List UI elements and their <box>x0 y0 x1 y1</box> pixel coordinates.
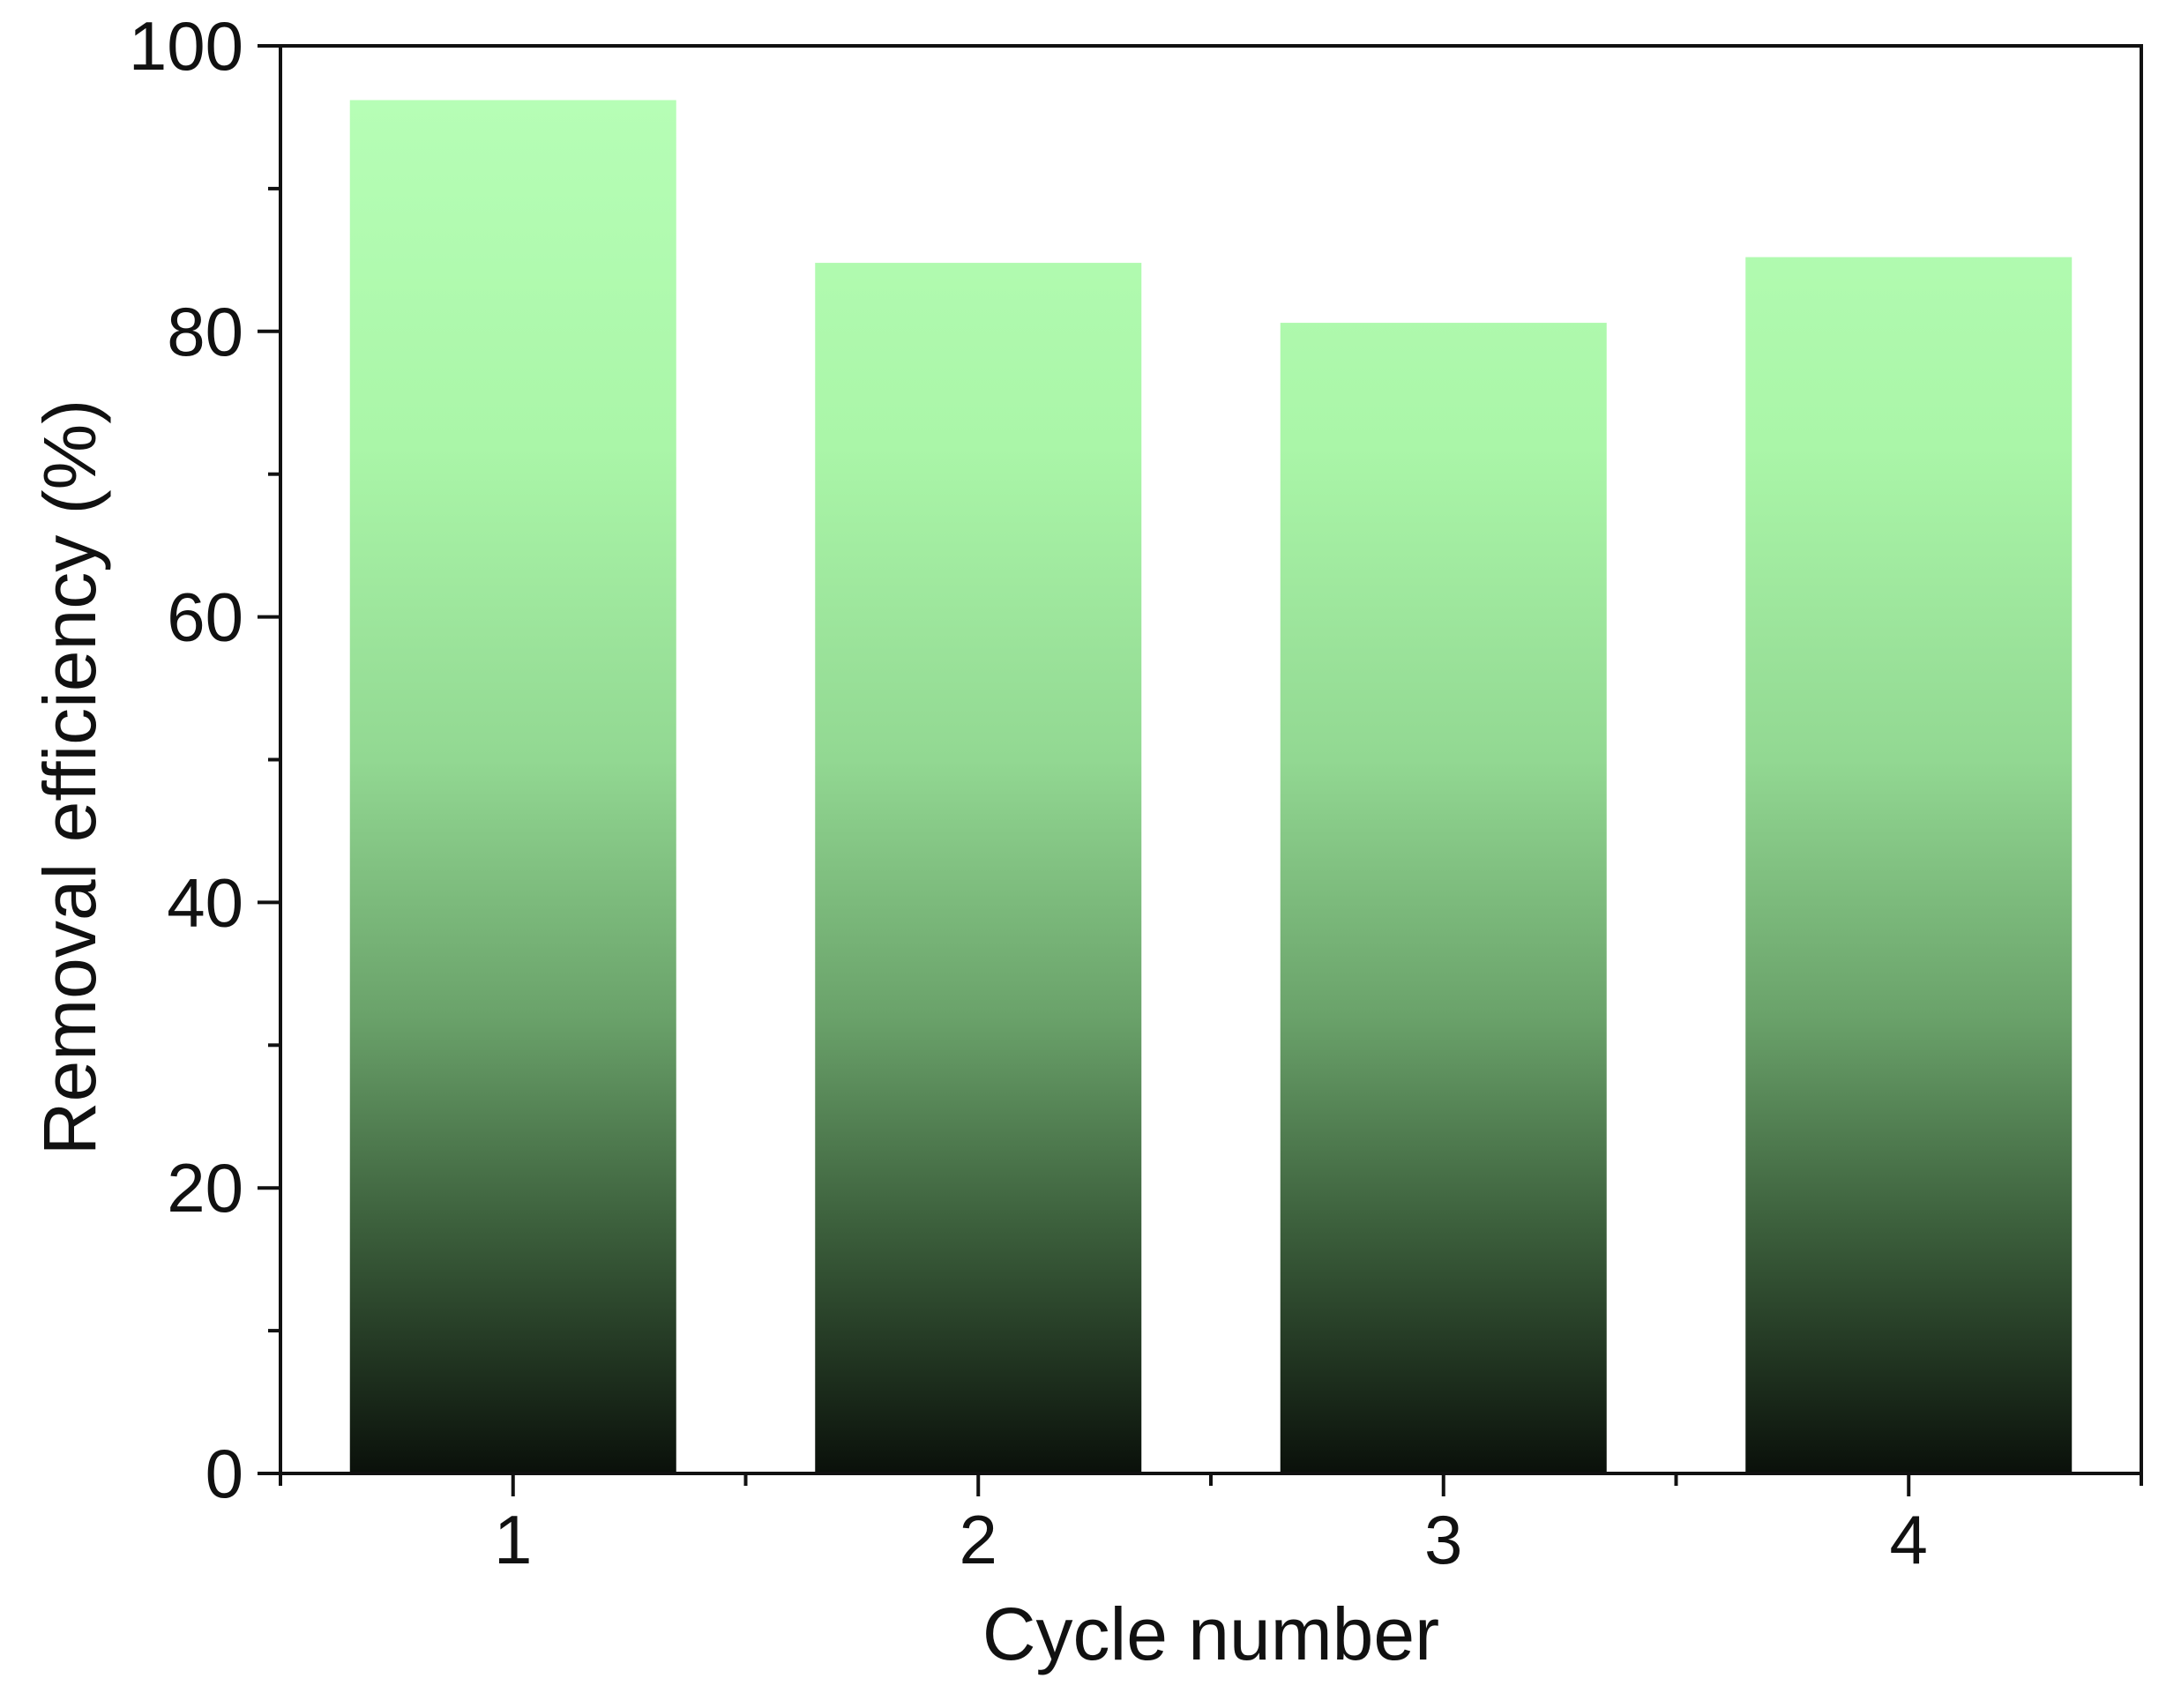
bar-cycle-1 <box>349 100 676 1474</box>
y-tick-label: 100 <box>129 7 243 85</box>
y-axis: 0 20 40 60 80 100 <box>129 7 280 1512</box>
x-axis-title: Cycle number <box>982 1592 1439 1675</box>
y-tick-label: 40 <box>167 863 243 941</box>
bar-cycle-4 <box>1745 257 2073 1473</box>
x-tick-label: 1 <box>494 1501 532 1578</box>
bars-group <box>349 100 2073 1474</box>
y-tick-label: 60 <box>167 578 243 656</box>
x-tick-label: 2 <box>960 1501 997 1578</box>
x-tick-label: 3 <box>1424 1501 1462 1578</box>
y-tick-label: 80 <box>167 293 243 370</box>
y-axis-title: Removal efficiency (%) <box>28 399 111 1155</box>
y-tick-label: 20 <box>167 1149 243 1227</box>
bar-cycle-2 <box>815 263 1142 1473</box>
x-tick-label: 4 <box>1890 1501 1928 1578</box>
y-tick-label: 0 <box>205 1435 243 1512</box>
bar-cycle-3 <box>1280 323 1607 1474</box>
x-axis: 1 2 3 4 <box>279 1473 2143 1578</box>
